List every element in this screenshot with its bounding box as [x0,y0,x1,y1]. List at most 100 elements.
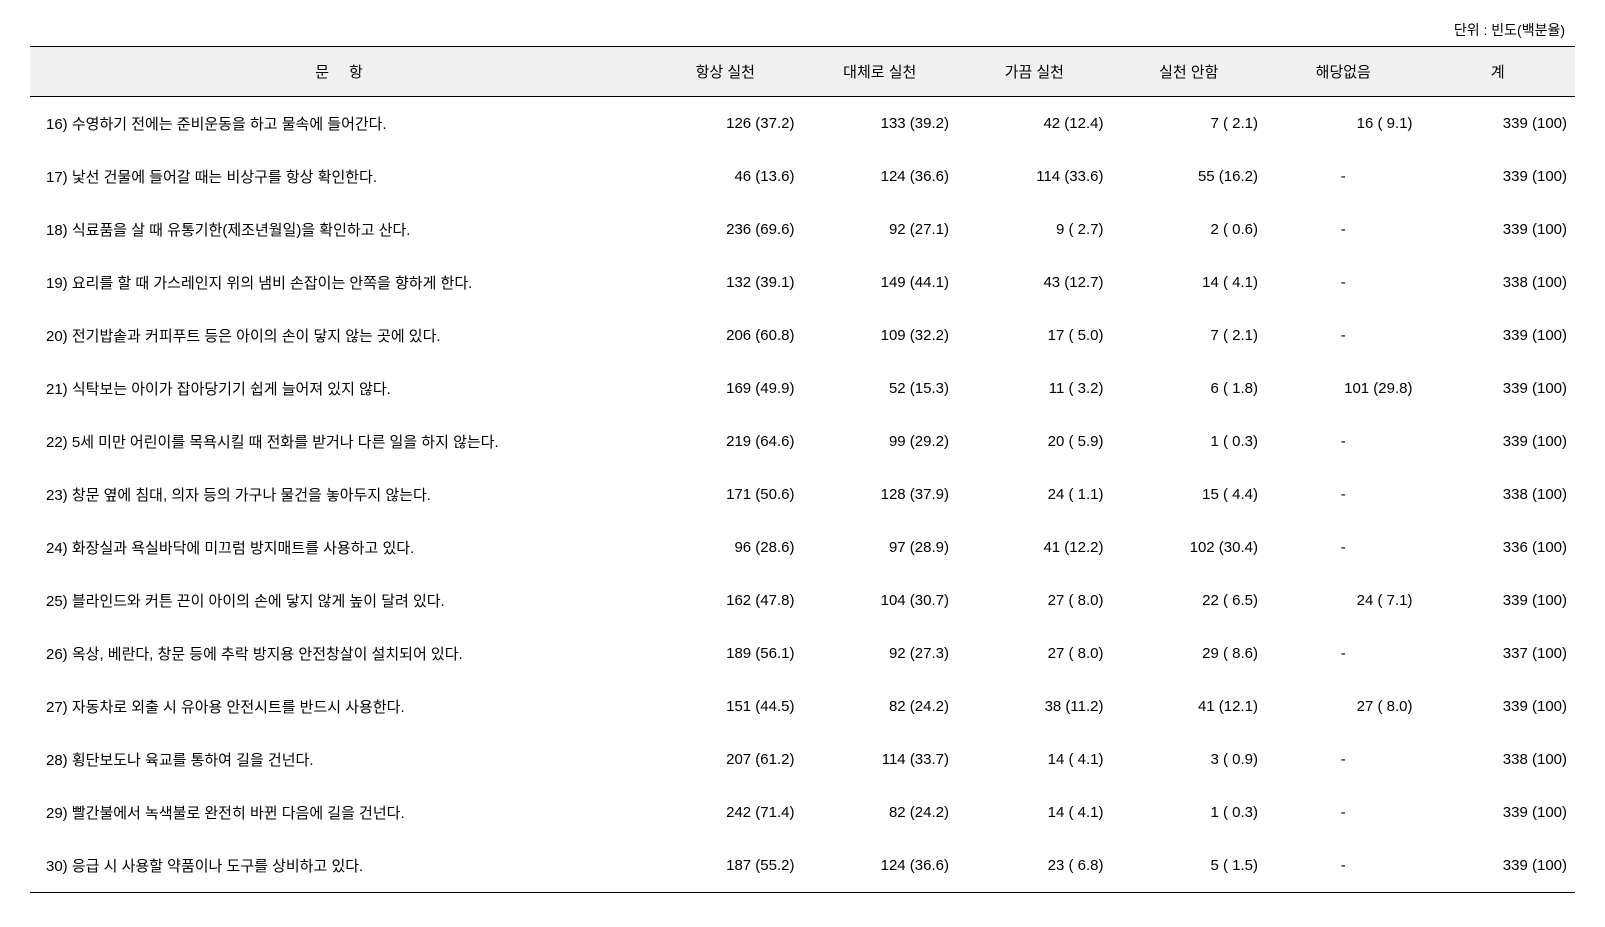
cell-question: 30) 응급 시 사용할 약품이나 도구를 상비하고 있다. [30,839,648,893]
cell-c4: 15 ( 4.4) [1112,468,1267,521]
cell-c3: 42 (12.4) [957,97,1112,151]
table-row: 24) 화장실과 욕실바닥에 미끄럼 방지매트를 사용하고 있다.96 (28.… [30,521,1575,574]
cell-c4: 55 (16.2) [1112,150,1267,203]
cell-total: 339 (100) [1421,574,1576,627]
cell-c4: 2 ( 0.6) [1112,203,1267,256]
cell-question: 17) 낯선 건물에 들어갈 때는 비상구를 항상 확인한다. [30,150,648,203]
cell-c3: 11 ( 3.2) [957,362,1112,415]
cell-c2: 149 (44.1) [803,256,958,309]
cell-question: 26) 옥상, 베란다, 창문 등에 추락 방지용 안전창살이 설치되어 있다. [30,627,648,680]
cell-question: 20) 전기밥솥과 커피푸트 등은 아이의 손이 닿지 않는 곳에 있다. [30,309,648,362]
cell-c1: 96 (28.6) [648,521,803,574]
cell-c2: 109 (32.2) [803,309,958,362]
table-row: 23) 창문 옆에 침대, 의자 등의 가구나 물건을 놓아두지 않는다.171… [30,468,1575,521]
cell-c3: 41 (12.2) [957,521,1112,574]
cell-total: 337 (100) [1421,627,1576,680]
table-row: 28) 횡단보도나 육교를 통하여 길을 건넌다.207 (61.2)114 (… [30,733,1575,786]
cell-c1: 207 (61.2) [648,733,803,786]
cell-c1: 236 (69.6) [648,203,803,256]
cell-c1: 189 (56.1) [648,627,803,680]
col-header-always: 항상 실천 [648,47,803,97]
cell-c2: 128 (37.9) [803,468,958,521]
cell-c1: 132 (39.1) [648,256,803,309]
cell-c4: 29 ( 8.6) [1112,627,1267,680]
cell-c2: 99 (29.2) [803,415,958,468]
cell-c5: 24 ( 7.1) [1266,574,1421,627]
cell-c3: 14 ( 4.1) [957,786,1112,839]
cell-c5: - [1266,150,1421,203]
cell-total: 338 (100) [1421,468,1576,521]
cell-c5: - [1266,521,1421,574]
cell-total: 339 (100) [1421,362,1576,415]
cell-c4: 3 ( 0.9) [1112,733,1267,786]
table-row: 29) 빨간불에서 녹색불로 완전히 바뀐 다음에 길을 건넌다.242 (71… [30,786,1575,839]
cell-question: 23) 창문 옆에 침대, 의자 등의 가구나 물건을 놓아두지 않는다. [30,468,648,521]
cell-c3: 27 ( 8.0) [957,627,1112,680]
cell-c3: 24 ( 1.1) [957,468,1112,521]
cell-c5: 16 ( 9.1) [1266,97,1421,151]
cell-c4: 1 ( 0.3) [1112,415,1267,468]
table-row: 18) 식료품을 살 때 유통기한(제조년월일)을 확인하고 산다.236 (6… [30,203,1575,256]
table-row: 19) 요리를 할 때 가스레인지 위의 냄비 손잡이는 안쪽을 향하게 한다.… [30,256,1575,309]
cell-total: 339 (100) [1421,150,1576,203]
cell-c1: 162 (47.8) [648,574,803,627]
cell-c1: 151 (44.5) [648,680,803,733]
col-header-total: 계 [1421,47,1576,97]
cell-c4: 102 (30.4) [1112,521,1267,574]
cell-c2: 82 (24.2) [803,786,958,839]
cell-c3: 114 (33.6) [957,150,1112,203]
cell-c5: - [1266,627,1421,680]
cell-c3: 38 (11.2) [957,680,1112,733]
cell-question: 27) 자동차로 외출 시 유아용 안전시트를 반드시 사용한다. [30,680,648,733]
cell-c1: 169 (49.9) [648,362,803,415]
col-header-na: 해당없음 [1266,47,1421,97]
cell-c2: 124 (36.6) [803,150,958,203]
cell-c1: 206 (60.8) [648,309,803,362]
cell-total: 339 (100) [1421,97,1576,151]
cell-c3: 20 ( 5.9) [957,415,1112,468]
cell-c5: - [1266,309,1421,362]
table-row: 30) 응급 시 사용할 약품이나 도구를 상비하고 있다.187 (55.2)… [30,839,1575,893]
cell-c3: 43 (12.7) [957,256,1112,309]
table-row: 22) 5세 미만 어린이를 목욕시킬 때 전화를 받거나 다른 일을 하지 않… [30,415,1575,468]
cell-c2: 82 (24.2) [803,680,958,733]
table-row: 27) 자동차로 외출 시 유아용 안전시트를 반드시 사용한다.151 (44… [30,680,1575,733]
cell-c1: 187 (55.2) [648,839,803,893]
cell-c5: - [1266,256,1421,309]
col-header-sometimes: 가끔 실천 [957,47,1112,97]
cell-total: 338 (100) [1421,733,1576,786]
table-header-row: 문항 항상 실천 대체로 실천 가끔 실천 실천 안함 해당없음 계 [30,47,1575,97]
cell-c5: - [1266,468,1421,521]
cell-c1: 171 (50.6) [648,468,803,521]
cell-c5: 101 (29.8) [1266,362,1421,415]
cell-question: 16) 수영하기 전에는 준비운동을 하고 물속에 들어간다. [30,97,648,151]
cell-c1: 46 (13.6) [648,150,803,203]
cell-question: 21) 식탁보는 아이가 잡아당기기 쉽게 늘어져 있지 않다. [30,362,648,415]
col-header-never: 실천 안함 [1112,47,1267,97]
cell-c2: 104 (30.7) [803,574,958,627]
table-row: 16) 수영하기 전에는 준비운동을 하고 물속에 들어간다.126 (37.2… [30,97,1575,151]
cell-total: 339 (100) [1421,309,1576,362]
cell-total: 339 (100) [1421,839,1576,893]
table-row: 20) 전기밥솥과 커피푸트 등은 아이의 손이 닿지 않는 곳에 있다.206… [30,309,1575,362]
cell-c5: - [1266,786,1421,839]
cell-c2: 114 (33.7) [803,733,958,786]
cell-c1: 219 (64.6) [648,415,803,468]
cell-c4: 5 ( 1.5) [1112,839,1267,893]
cell-c2: 124 (36.6) [803,839,958,893]
col-header-question: 문항 [30,47,648,97]
cell-c5: - [1266,415,1421,468]
cell-question: 18) 식료품을 살 때 유통기한(제조년월일)을 확인하고 산다. [30,203,648,256]
cell-total: 339 (100) [1421,203,1576,256]
cell-c1: 242 (71.4) [648,786,803,839]
cell-c4: 1 ( 0.3) [1112,786,1267,839]
cell-c2: 52 (15.3) [803,362,958,415]
cell-question: 28) 횡단보도나 육교를 통하여 길을 건넌다. [30,733,648,786]
cell-question: 19) 요리를 할 때 가스레인지 위의 냄비 손잡이는 안쪽을 향하게 한다. [30,256,648,309]
cell-c3: 9 ( 2.7) [957,203,1112,256]
table-row: 26) 옥상, 베란다, 창문 등에 추락 방지용 안전창살이 설치되어 있다.… [30,627,1575,680]
cell-total: 339 (100) [1421,680,1576,733]
table-body: 16) 수영하기 전에는 준비운동을 하고 물속에 들어간다.126 (37.2… [30,97,1575,893]
cell-c4: 7 ( 2.1) [1112,309,1267,362]
cell-c2: 97 (28.9) [803,521,958,574]
